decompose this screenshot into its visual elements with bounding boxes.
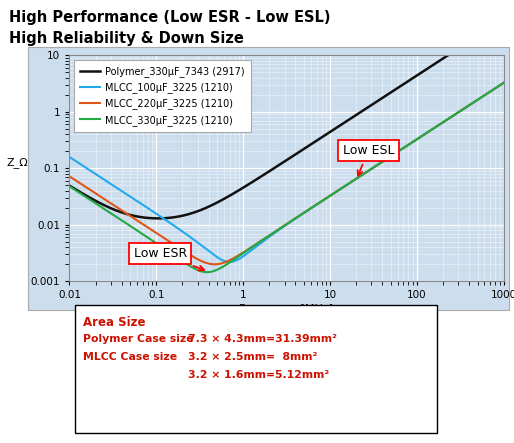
Text: 3.2 × 1.6mm=5.12mm²: 3.2 × 1.6mm=5.12mm² — [188, 370, 329, 380]
MLCC_100μF_3225 (1210) — [116, 187, 122, 192]
Line: MLCC_220μF_3225 (1210): MLCC_220μF_3225 (1210) — [69, 83, 504, 264]
Text: 3.2 × 2.5mm=  8mm²: 3.2 × 2.5mm= 8mm² — [188, 352, 317, 362]
MLCC_330μF_3225 (1210) — [233, 256, 239, 261]
MLCC_220μF_3225 (1210) — [66, 174, 72, 179]
MLCC_100μF_3225 (1210) — [66, 154, 72, 159]
MLCC_220μF_3225 (1210) — [142, 223, 148, 228]
MLCC_220μF_3225 (1210) — [212, 262, 218, 267]
X-axis label: Frequency [MHz]: Frequency [MHz] — [240, 304, 334, 315]
MLCC_100μF_3225 (1210) — [227, 259, 233, 264]
MLCC_100μF_3225 (1210) — [501, 80, 507, 85]
Text: Low ESL: Low ESL — [343, 144, 394, 175]
Line: MLCC_330μF_3225 (1210): MLCC_330μF_3225 (1210) — [69, 83, 504, 272]
MLCC_330μF_3225 (1210) — [501, 80, 507, 85]
Legend: Polymer_330μF_7343 (2917), MLCC_100μF_3225 (1210), MLCC_220μF_3225 (1210), MLCC_: Polymer_330μF_7343 (2917), MLCC_100μF_32… — [74, 60, 251, 132]
Polymer_330μF_7343 (2917) — [116, 209, 122, 214]
MLCC_330μF_3225 (1210) — [142, 233, 148, 238]
Polymer_330μF_7343 (2917) — [142, 215, 148, 220]
Line: Polymer_330μF_7343 (2917): Polymer_330μF_7343 (2917) — [69, 19, 504, 218]
Polymer_330μF_7343 (2917) — [252, 178, 258, 183]
Polymer_330μF_7343 (2917) — [66, 183, 72, 188]
Polymer_330μF_7343 (2917) — [446, 52, 452, 58]
Polymer_330μF_7343 (2917) — [233, 189, 239, 194]
Text: High Reliability & Down Size: High Reliability & Down Size — [9, 31, 244, 46]
MLCC_220μF_3225 (1210) — [446, 116, 452, 121]
MLCC_220μF_3225 (1210) — [252, 242, 258, 248]
MLCC_100μF_3225 (1210) — [233, 258, 239, 263]
Text: Polymer Case size: Polymer Case size — [83, 334, 194, 345]
MLCC_330μF_3225 (1210) — [116, 216, 122, 221]
Line: MLCC_100μF_3225 (1210): MLCC_100μF_3225 (1210) — [69, 83, 504, 262]
MLCC_220μF_3225 (1210) — [492, 85, 499, 91]
MLCC_220μF_3225 (1210) — [116, 206, 122, 211]
Text: Low ESR: Low ESR — [134, 247, 204, 271]
MLCC_100μF_3225 (1210) — [142, 203, 148, 209]
Polymer_330μF_7343 (2917) — [492, 22, 499, 27]
MLCC_330μF_3225 (1210) — [446, 116, 452, 121]
Text: Area Size: Area Size — [83, 316, 146, 329]
MLCC_100μF_3225 (1210) — [252, 245, 258, 250]
Text: 7.3 × 4.3mm=31.39mm²: 7.3 × 4.3mm=31.39mm² — [188, 334, 337, 345]
MLCC_330μF_3225 (1210) — [204, 269, 210, 275]
Y-axis label: Z_Ω: Z_Ω — [6, 157, 28, 168]
MLCC_220μF_3225 (1210) — [233, 254, 239, 260]
Polymer_330μF_7343 (2917) — [155, 216, 161, 221]
Text: MLCC Case size: MLCC Case size — [83, 352, 177, 362]
MLCC_100μF_3225 (1210) — [492, 85, 499, 91]
MLCC_100μF_3225 (1210) — [446, 116, 452, 121]
MLCC_330μF_3225 (1210) — [252, 242, 258, 248]
MLCC_330μF_3225 (1210) — [492, 85, 499, 91]
Text: High Performance (Low ESR - Low ESL): High Performance (Low ESR - Low ESL) — [9, 10, 331, 25]
MLCC_330μF_3225 (1210) — [66, 183, 72, 189]
Polymer_330μF_7343 (2917) — [501, 16, 507, 22]
MLCC_220μF_3225 (1210) — [501, 80, 507, 85]
